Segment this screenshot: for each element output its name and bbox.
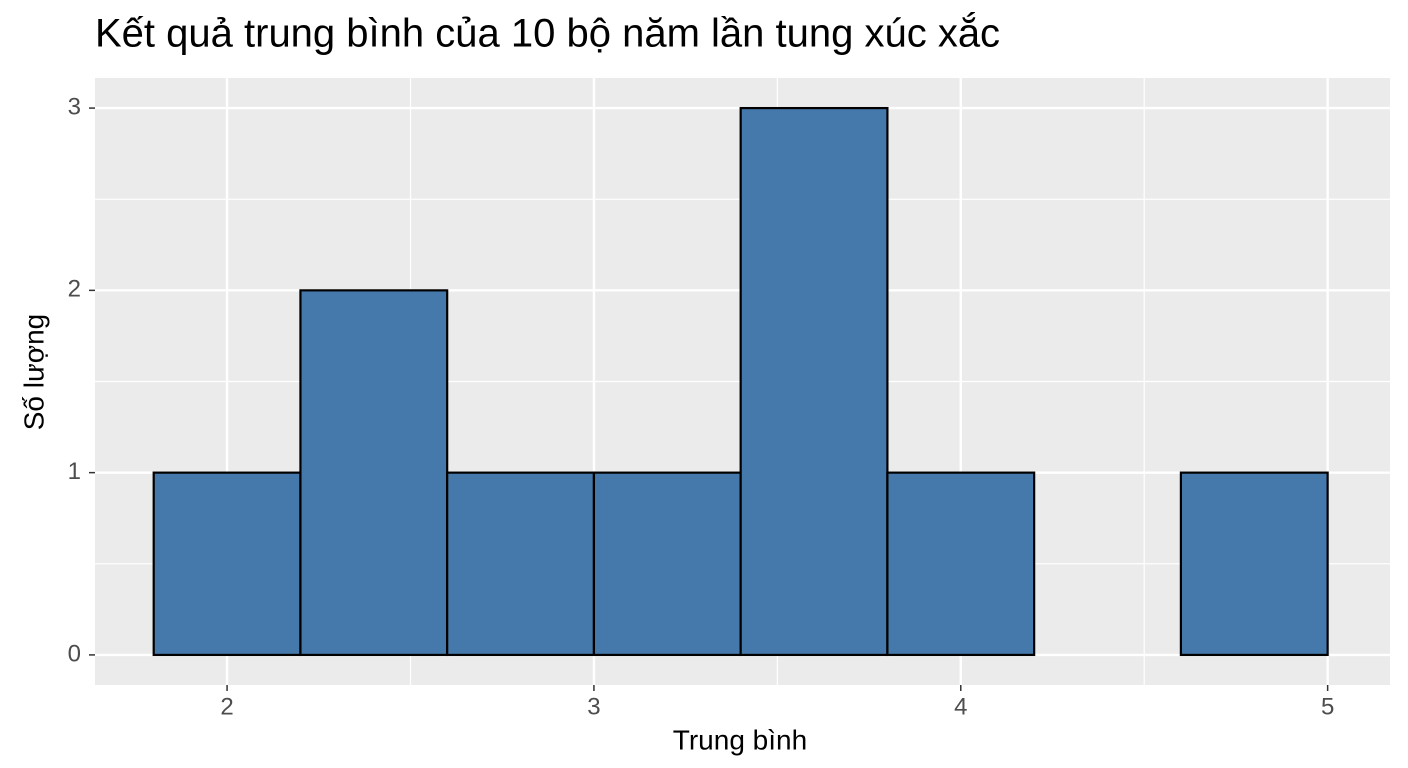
bar [1179, 471, 1329, 657]
x-axis-label: Trung bình [673, 724, 807, 755]
x-tick-label: 4 [954, 693, 967, 720]
bar [299, 289, 449, 657]
y-tick-label: 1 [68, 458, 81, 485]
bar [592, 471, 742, 657]
bar [152, 471, 302, 657]
x-tick-label: 2 [220, 693, 233, 720]
y-axis-label: Số lượng [18, 314, 49, 431]
x-tick-label: 3 [587, 693, 600, 720]
y-tick-label: 3 [68, 93, 81, 120]
y-tick-label: 0 [68, 640, 81, 667]
bar [739, 106, 889, 657]
chart-title: Kết quả trung bình của 10 bộ năm lần tun… [95, 11, 1000, 56]
bar [446, 471, 596, 657]
y-tick-label: 2 [68, 276, 81, 303]
x-tick-label: 5 [1321, 693, 1334, 720]
bar [886, 471, 1036, 657]
